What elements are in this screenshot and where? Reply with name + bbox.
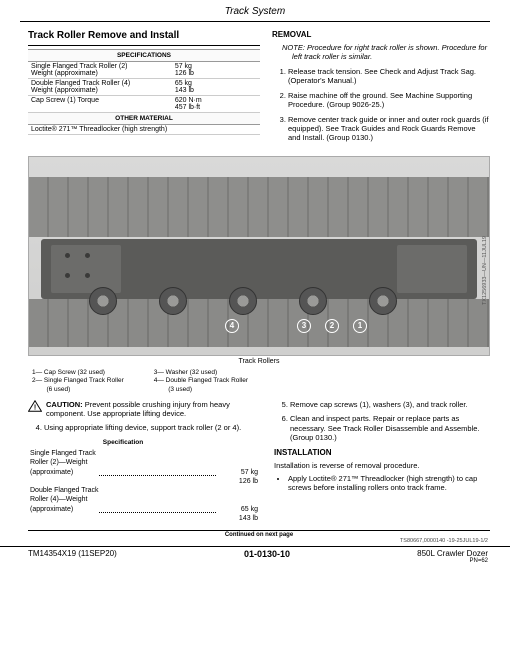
removal-steps: Release track tension. See Check and Adj… xyxy=(272,67,490,143)
footer-id: TS80667,0000140 -19-25JUL19-1/2 xyxy=(22,538,488,544)
footer-right: 850L Crawler Dozer PN=62 xyxy=(417,549,488,564)
steps-5-6: Remove cap screws (1), washers (3), and … xyxy=(274,400,490,443)
spec2-header: Specification xyxy=(30,439,216,448)
callout-3: 3 xyxy=(297,319,311,333)
installation-bullets: Apply Loctite® 271™ Threadlocker (high s… xyxy=(274,474,490,492)
spec-header: SPECIFICATIONS xyxy=(28,50,260,62)
figure-id: TX1256933—UN—11JUL19 xyxy=(482,236,488,305)
callout-4: 4 xyxy=(225,319,239,333)
section-header: Track System xyxy=(20,0,490,22)
install-bullet: Apply Loctite® 271™ Threadlocker (high s… xyxy=(288,474,490,492)
page-footer: TM14354X19 (11SEP20) 01-0130-10 850L Cra… xyxy=(0,546,510,564)
figure-legend: 1— Cap Screw (32 used) 2— Single Flanged… xyxy=(32,369,490,394)
spec-label: Cap Screw (1) Torque xyxy=(28,96,172,113)
callout-2: 2 xyxy=(325,319,339,333)
step-4: Using appropriate lifting device, suppor… xyxy=(44,423,260,432)
step-1: Release track tension. See Check and Adj… xyxy=(288,67,490,86)
step-3: Remove center track guide or inner and o… xyxy=(288,115,490,143)
callout-1: 1 xyxy=(353,319,367,333)
specification-inline: Specification Single Flanged Track Rolle… xyxy=(28,437,260,524)
track-roller-figure: 4 3 2 1 xyxy=(28,156,490,356)
page-number: PN=62 xyxy=(417,558,488,564)
spec-label: Single Flanged Track Roller (2) Weight (… xyxy=(28,62,172,79)
svg-text:!: ! xyxy=(34,404,36,411)
spec-value: 620 N·m 457 lb·ft xyxy=(172,96,260,113)
step-2: Raise machine off the ground. See Machin… xyxy=(288,91,490,110)
specifications-table: SPECIFICATIONS Single Flanged Track Roll… xyxy=(28,49,260,135)
page-title: Track Roller Remove and Install xyxy=(28,30,260,46)
procedure-note: NOTE: Procedure for right track roller i… xyxy=(282,43,490,61)
spec-value: 65 kg 143 lb xyxy=(172,79,260,96)
installation-heading: INSTALLATION xyxy=(274,448,490,457)
continued-footer: Continued on next page xyxy=(28,530,490,538)
step-5: Remove cap screws (1), washers (3), and … xyxy=(290,400,490,409)
legend-left: 1— Cap Screw (32 used) 2— Single Flanged… xyxy=(32,369,124,394)
caution-text: CAUTION: Prevent possible crushing injur… xyxy=(46,400,260,418)
installation-text: Installation is reverse of removal proce… xyxy=(274,461,490,470)
step-6: Clean and inspect parts. Repair or repla… xyxy=(290,414,490,442)
spec-value: 57 kg 126 lb xyxy=(172,62,260,79)
spec-label: Double Flanged Track Roller (4) Weight (… xyxy=(28,79,172,96)
caution-icon: ! xyxy=(28,400,42,412)
step-4-list: Using appropriate lifting device, suppor… xyxy=(28,423,260,432)
footer-left: TM14354X19 (11SEP20) xyxy=(28,549,117,564)
removal-heading: REMOVAL xyxy=(272,30,490,39)
other-material-header: OTHER MATERIAL xyxy=(28,113,260,125)
other-material-row: Loctite® 271™ Threadlocker (high strengt… xyxy=(28,125,260,135)
figure-caption: Track Rollers xyxy=(28,358,490,365)
footer-center: 01-0130-10 xyxy=(244,549,290,564)
legend-right: 3— Washer (32 used) 4— Double Flanged Tr… xyxy=(154,369,248,394)
